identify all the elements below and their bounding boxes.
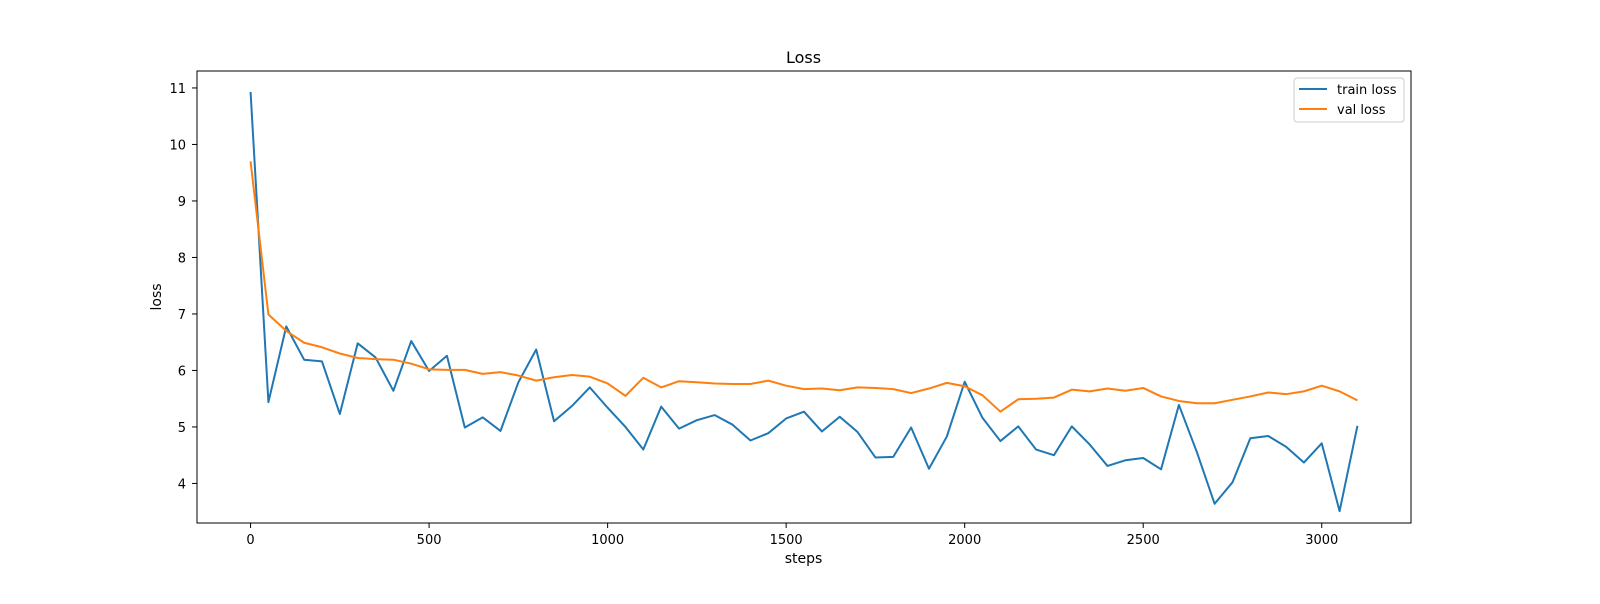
x-tick-label: 1500 — [770, 533, 803, 548]
y-tick-label: 5 — [178, 421, 186, 436]
x-tick-label: 500 — [417, 533, 442, 548]
y-tick-label: 7 — [178, 308, 186, 323]
x-tick-label: 1000 — [591, 533, 624, 548]
legend-label-val-loss: val loss — [1337, 103, 1386, 118]
y-tick-label: 11 — [169, 82, 186, 97]
y-tick-label: 10 — [169, 138, 186, 153]
chart-title: Loss — [786, 48, 821, 67]
x-tick-label: 3000 — [1305, 533, 1338, 548]
x-axis: 0 500 1000 1500 2000 2500 3000 — [246, 523, 1338, 548]
series-line-val-loss — [249, 161, 1358, 413]
series-layer — [249, 91, 1359, 513]
x-tick-label: 2000 — [948, 533, 981, 548]
series-line-train-loss — [249, 91, 1359, 513]
x-tick-label: 0 — [246, 533, 254, 548]
x-tick-label: 2500 — [1127, 533, 1160, 548]
y-axis: 4 5 6 7 8 9 10 11 — [169, 82, 197, 492]
y-tick-label: 8 — [178, 251, 186, 266]
x-axis-title: steps — [785, 551, 823, 567]
y-axis-title: loss — [149, 283, 165, 310]
y-tick-label: 6 — [178, 364, 186, 379]
legend: train loss val loss — [1293, 77, 1405, 123]
plot-frame — [196, 70, 1412, 524]
y-tick-label: 9 — [178, 195, 186, 210]
y-tick-label: 4 — [178, 477, 186, 492]
legend-label-train-loss: train loss — [1337, 83, 1397, 98]
